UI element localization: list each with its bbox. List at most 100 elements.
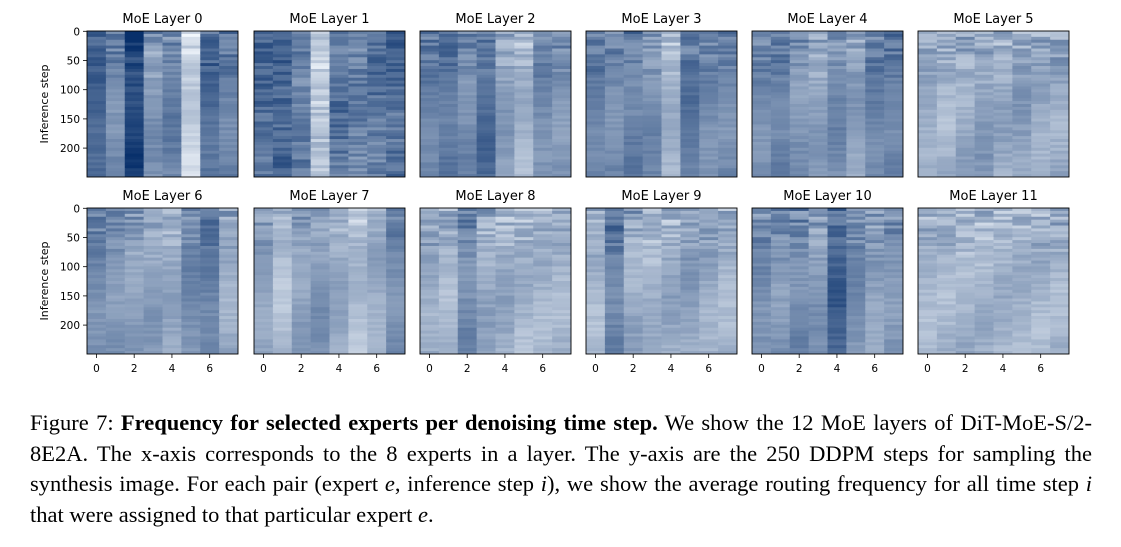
- heatmap-cell: [291, 269, 312, 273]
- heatmap-cell: [789, 248, 810, 253]
- heatmap-cell: [291, 174, 312, 177]
- heatmap-cell: [457, 304, 478, 308]
- heatmap-cell: [1012, 243, 1032, 247]
- heatmap-cell: [87, 118, 107, 123]
- heatmap-cell: [87, 130, 107, 134]
- heatmap-cell: [457, 86, 478, 90]
- heatmap-cell: [272, 228, 293, 232]
- heatmap-cell: [386, 42, 405, 47]
- heatmap-cell: [420, 286, 440, 291]
- heatmap-cell: [367, 77, 387, 82]
- heatmap-cell: [254, 54, 274, 58]
- heatmap-cell: [623, 168, 644, 172]
- heatmap-cell: [865, 168, 885, 172]
- heatmap-cell: [310, 54, 331, 58]
- heatmap-cell: [1012, 57, 1032, 61]
- heatmap-cell: [586, 307, 606, 311]
- heatmap-cell: [495, 248, 515, 253]
- heatmap-cell: [752, 330, 772, 335]
- caption-var-e2: e: [417, 501, 428, 527]
- heatmap-cell: [219, 266, 238, 270]
- heatmap-cell: [955, 165, 976, 169]
- heatmap-cell: [680, 336, 700, 340]
- heatmap-cell: [200, 225, 220, 230]
- heatmap-cell: [642, 327, 663, 332]
- heatmap-cell: [124, 153, 145, 158]
- heatmap-cell: [457, 42, 478, 47]
- axes-frame: [419, 207, 572, 355]
- heatmap-cell: [752, 348, 772, 352]
- heatmap-cell: [386, 92, 405, 96]
- heatmap-cell: [846, 136, 866, 140]
- heatmap-cell: [623, 118, 644, 123]
- heatmap-cell: [348, 251, 368, 256]
- heatmap-cell: [291, 133, 312, 137]
- heatmap-cell: [955, 36, 976, 41]
- heatmap-cell: [1012, 51, 1032, 55]
- heatmap-cell: [476, 168, 497, 172]
- heatmap-cell: [789, 318, 810, 323]
- heatmap-cell: [386, 98, 405, 102]
- heatmap-cell: [936, 141, 957, 146]
- heatmap-cell: [752, 153, 772, 158]
- heatmap-cell: [718, 106, 737, 111]
- heatmap-cell: [367, 36, 387, 41]
- heatmap-cell: [476, 210, 497, 215]
- heatmap-cell: [699, 144, 719, 149]
- heatmap-cell: [552, 121, 571, 126]
- heatmap-cell: [993, 54, 1013, 58]
- heatmap-cells: [918, 31, 1069, 177]
- heatmap-cell: [661, 237, 681, 241]
- heatmap-cell: [438, 31, 459, 35]
- heatmap-cell: [124, 210, 145, 215]
- heatmap-cell: [105, 219, 126, 224]
- heatmap-cell: [386, 66, 405, 70]
- heatmap-cell: [105, 339, 126, 343]
- heatmap-cell: [386, 68, 405, 73]
- heatmap-cell: [808, 168, 829, 172]
- heatmap-cell: [495, 127, 515, 131]
- heatmap-cell: [699, 310, 719, 314]
- heatmap-cell: [770, 80, 791, 85]
- heatmap-cell: [457, 133, 478, 137]
- heatmap-cell: [1031, 112, 1051, 117]
- heatmap-cell: [827, 260, 847, 265]
- heatmap-cell: [623, 286, 644, 291]
- heatmap-cell: [699, 153, 719, 158]
- heatmap-cell: [846, 118, 866, 123]
- heatmap-cell: [310, 281, 331, 285]
- heatmap-cell: [623, 104, 644, 108]
- heatmap-cell: [846, 68, 866, 73]
- heatmap-cell: [457, 316, 478, 320]
- heatmap-cell: [623, 153, 644, 158]
- heatmap-cell: [457, 101, 478, 105]
- heatmap-cell: [955, 272, 976, 276]
- heatmap-cell: [993, 234, 1013, 238]
- heatmap-cell: [291, 48, 312, 53]
- heatmap-cell: [586, 130, 606, 134]
- heatmap-cell: [348, 165, 368, 169]
- heatmap-cell: [680, 144, 700, 149]
- heatmap-cell: [162, 216, 182, 221]
- heatmap-cell: [1050, 45, 1069, 50]
- heatmap-cell: [514, 98, 534, 102]
- heatmap-cell: [219, 133, 238, 137]
- heatmap-cell: [752, 60, 772, 64]
- heatmap-cell: [1050, 124, 1069, 128]
- heatmap-cell: [789, 281, 810, 285]
- heatmap-cell: [884, 283, 903, 288]
- heatmap-cell: [420, 39, 440, 44]
- heatmap-cell: [181, 115, 201, 120]
- heatmap-cell: [533, 324, 553, 329]
- heatmap-cell: [552, 139, 571, 143]
- heatmap-cell: [680, 301, 700, 305]
- heatmap-cell: [1050, 66, 1069, 70]
- heatmap-cells: [752, 208, 903, 354]
- heatmap-cell: [348, 330, 368, 335]
- heatmap-cell: [884, 121, 903, 126]
- heatmap-cell: [329, 86, 349, 90]
- heatmap-cell: [420, 106, 440, 111]
- heatmap-cell: [200, 313, 220, 317]
- heatmap-cell: [846, 345, 866, 349]
- heatmap-cell: [329, 45, 349, 50]
